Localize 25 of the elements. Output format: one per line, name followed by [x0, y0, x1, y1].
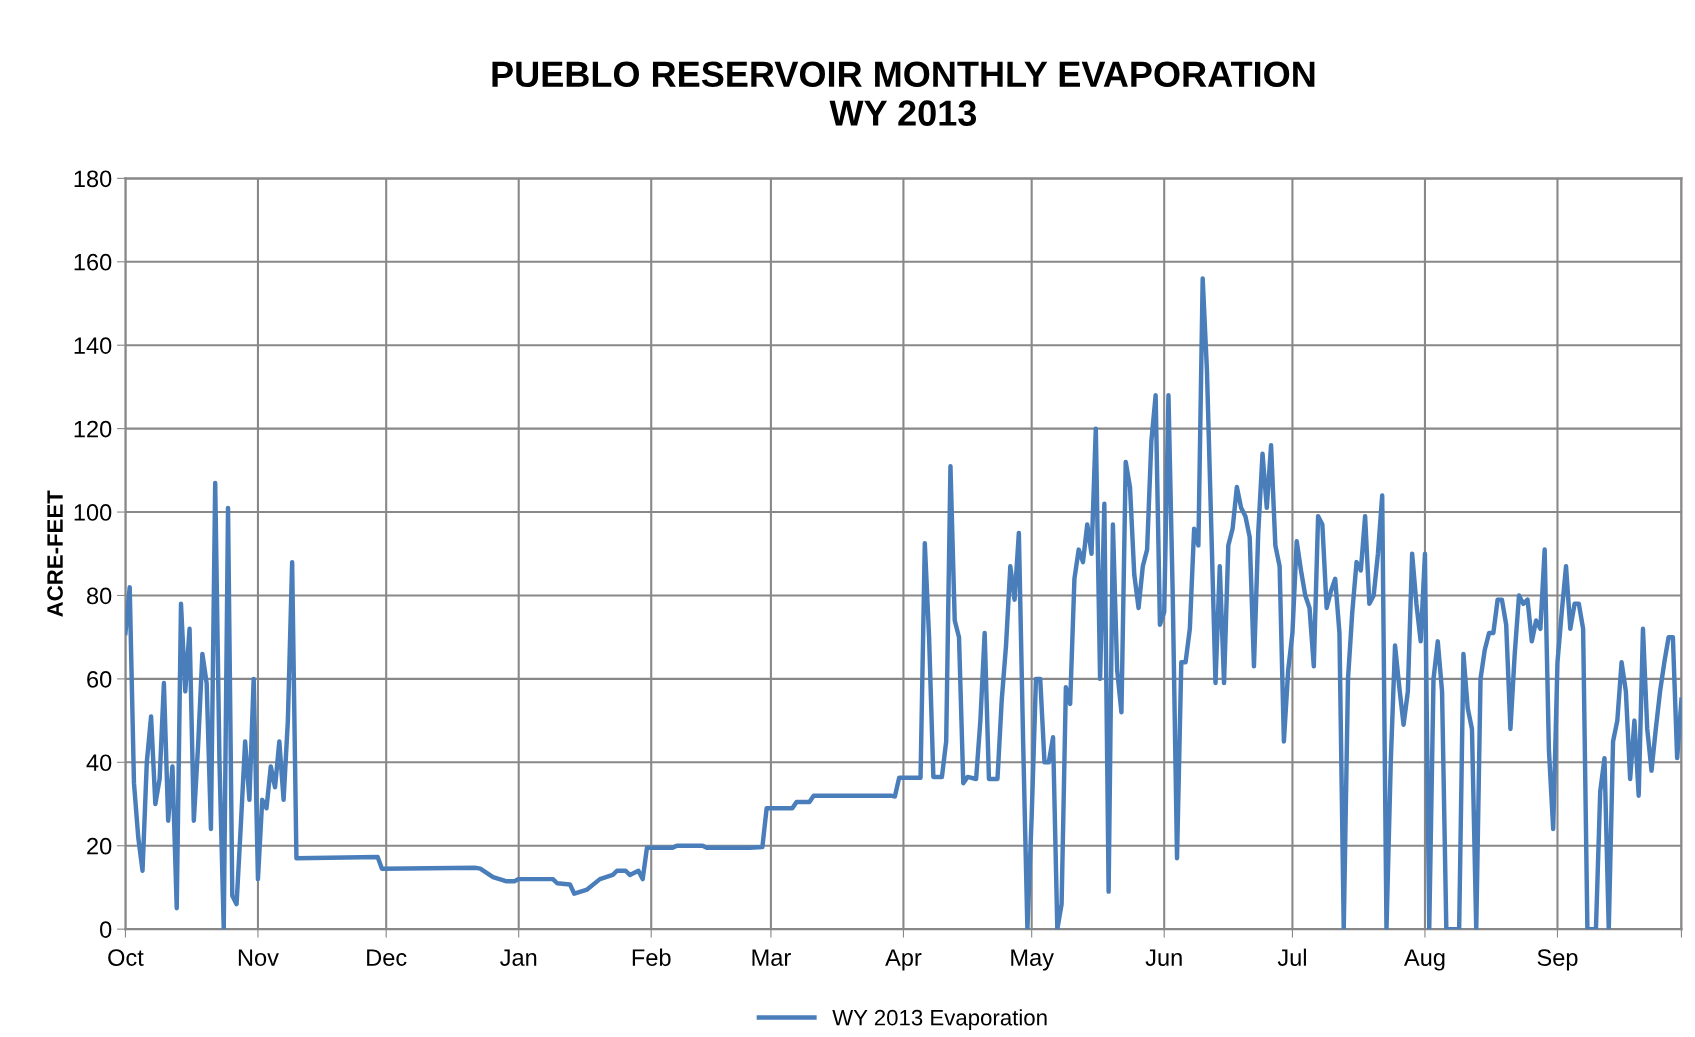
y-tick-label: 20	[87, 837, 112, 855]
x-tick-label: Oct	[108, 949, 144, 966]
y-tick-label: 140	[74, 337, 112, 354]
x-tick-label: Mar	[752, 949, 791, 966]
x-tick-label: Nov	[238, 949, 279, 966]
x-tick-label: Jan	[500, 949, 537, 966]
y-axis-title: ACRE-FEET	[47, 490, 63, 617]
x-tick-label: Jul	[1277, 948, 1306, 966]
x-tick-label: Dec	[367, 949, 407, 966]
y-tick-label: 120	[74, 420, 112, 438]
x-tick-label: Feb	[632, 948, 671, 966]
x-tick-label: Aug	[1404, 949, 1445, 971]
y-tick-label: 100	[74, 504, 112, 521]
y-tick-label: 160	[74, 253, 112, 271]
y-tick-label: 0	[100, 921, 112, 938]
y-tick-label: 40	[86, 754, 112, 772]
x-tick-label: Jun	[1145, 949, 1182, 966]
x-tick-label: Apr	[885, 949, 922, 971]
y-tick-label: 60	[87, 670, 112, 688]
y-tick-label: 180	[74, 170, 112, 188]
chart-title: PUEBLO RESERVOIR MONTHLY EVAPORATION WY 2013	[492, 61, 1315, 126]
x-tick-label: Sep	[1537, 949, 1578, 971]
legend-label: WY 2013 Evaporation	[832, 1009, 1047, 1030]
x-tick-label: May	[1011, 949, 1054, 971]
y-tick-label: 80	[87, 587, 112, 605]
